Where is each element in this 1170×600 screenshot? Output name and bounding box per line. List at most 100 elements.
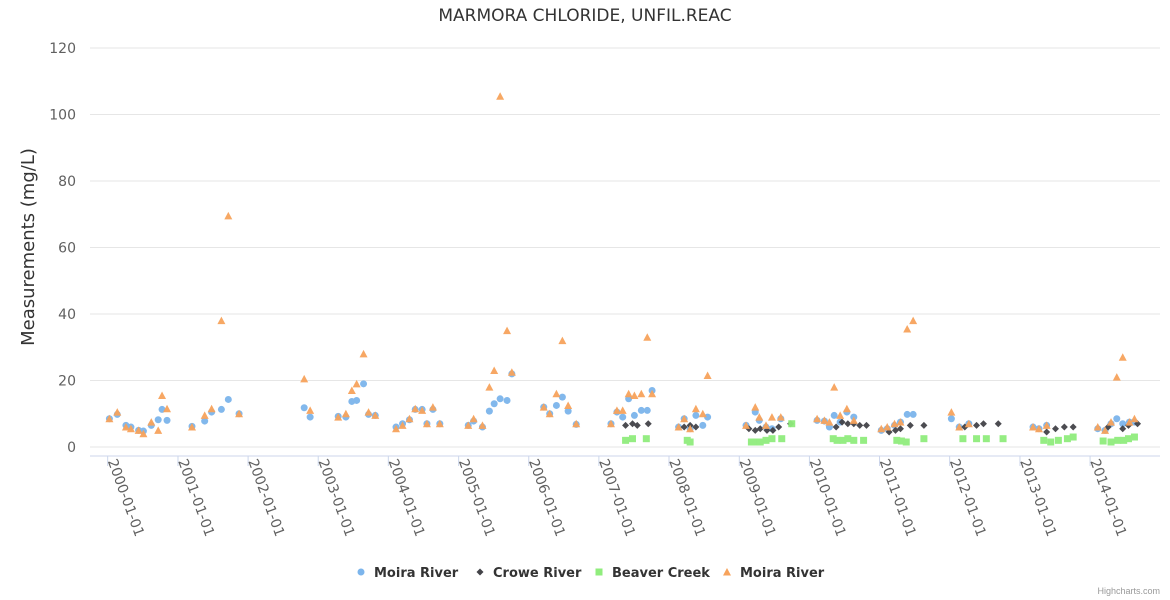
series-2 xyxy=(622,420,1138,446)
data-point xyxy=(642,435,650,443)
data-point xyxy=(691,404,700,413)
data-point xyxy=(849,416,858,424)
data-point xyxy=(890,419,899,428)
data-point xyxy=(105,414,114,423)
data-point xyxy=(979,420,987,428)
data-point xyxy=(776,413,785,421)
data-point xyxy=(485,383,494,391)
y-axis-title: Measurements (mg/L) xyxy=(18,148,39,346)
data-point xyxy=(742,421,751,429)
data-point xyxy=(163,404,172,413)
x-tick-label: 2005-01-01 xyxy=(455,457,498,539)
data-point xyxy=(364,408,373,416)
data-point xyxy=(1125,418,1134,426)
data-point xyxy=(163,416,171,424)
data-point xyxy=(398,421,407,429)
data-point xyxy=(217,405,225,413)
legend[interactable]: Moira River Crowe River Beaver Creek Moira … xyxy=(357,566,825,581)
data-point xyxy=(643,333,652,341)
data-point xyxy=(1114,436,1122,444)
data-point xyxy=(411,404,420,413)
data-point xyxy=(188,423,197,431)
data-point xyxy=(1120,436,1128,444)
data-point xyxy=(300,404,308,412)
y-tick-label: 0 xyxy=(67,440,76,456)
legend-item[interactable]: Moira River xyxy=(723,566,825,581)
data-point xyxy=(306,413,314,421)
y-tick-label: 20 xyxy=(58,374,76,390)
data-point xyxy=(637,406,645,414)
data-point xyxy=(464,421,473,429)
data-point xyxy=(893,436,901,444)
data-point xyxy=(341,409,350,418)
data-point xyxy=(955,423,964,431)
data-point xyxy=(680,423,688,431)
data-point xyxy=(612,406,621,414)
data-point xyxy=(485,407,493,415)
data-point xyxy=(1107,438,1115,446)
data-point xyxy=(755,413,764,421)
data-point xyxy=(306,406,315,414)
data-point xyxy=(836,411,845,419)
data-point xyxy=(428,403,437,411)
data-point xyxy=(838,418,846,426)
data-point xyxy=(360,380,368,388)
data-point xyxy=(692,423,700,431)
data-point xyxy=(359,349,368,358)
legend-item[interactable]: Beaver Creek xyxy=(595,566,711,581)
data-point xyxy=(139,429,148,438)
data-point xyxy=(624,389,633,398)
data-point xyxy=(126,424,135,433)
data-point xyxy=(903,410,911,418)
data-point xyxy=(353,396,361,404)
data-point xyxy=(496,92,505,100)
x-tick-label: 2012-01-01 xyxy=(946,457,989,539)
data-point xyxy=(392,424,401,433)
data-point xyxy=(1043,428,1051,436)
credits-link[interactable]: Highcharts.com xyxy=(1097,586,1160,596)
legend-item[interactable]: Moira River xyxy=(357,566,459,581)
data-point xyxy=(699,421,707,429)
data-point xyxy=(134,426,143,434)
data-point xyxy=(906,421,914,429)
data-point xyxy=(909,410,917,418)
data-point xyxy=(973,421,981,429)
data-point xyxy=(825,418,834,426)
data-point xyxy=(767,413,776,421)
data-point xyxy=(833,436,841,444)
data-point xyxy=(775,423,783,431)
legend-label: Crowe River xyxy=(493,566,582,581)
data-point xyxy=(883,423,892,431)
legend-label: Beaver Creek xyxy=(612,566,710,581)
data-point xyxy=(839,436,847,444)
data-point xyxy=(1112,373,1121,381)
legend-item[interactable]: Crowe River xyxy=(476,566,582,581)
data-point xyxy=(1034,424,1043,433)
data-point xyxy=(756,425,764,433)
data-point xyxy=(633,421,641,429)
data-point xyxy=(844,435,852,443)
data-point xyxy=(207,404,216,413)
x-tick-label: 2006-01-01 xyxy=(525,457,568,539)
data-point xyxy=(751,438,759,446)
y-tick-label: 60 xyxy=(58,241,76,257)
legend-marker xyxy=(595,568,603,576)
data-point xyxy=(896,425,904,433)
data-point xyxy=(558,336,567,345)
data-point xyxy=(897,437,905,445)
data-point xyxy=(503,326,512,335)
data-point xyxy=(1130,433,1138,441)
data-point xyxy=(347,386,356,394)
data-point xyxy=(628,435,636,443)
data-point xyxy=(539,403,548,411)
data-point xyxy=(154,426,163,434)
data-point xyxy=(756,438,764,446)
data-point xyxy=(418,406,427,414)
data-point xyxy=(686,438,694,446)
y-tick-label: 40 xyxy=(58,307,76,323)
y-tick-label: 80 xyxy=(58,174,76,190)
data-point xyxy=(698,409,707,418)
data-point xyxy=(947,415,955,423)
x-tick-label: 2000-01-01 xyxy=(104,457,147,539)
